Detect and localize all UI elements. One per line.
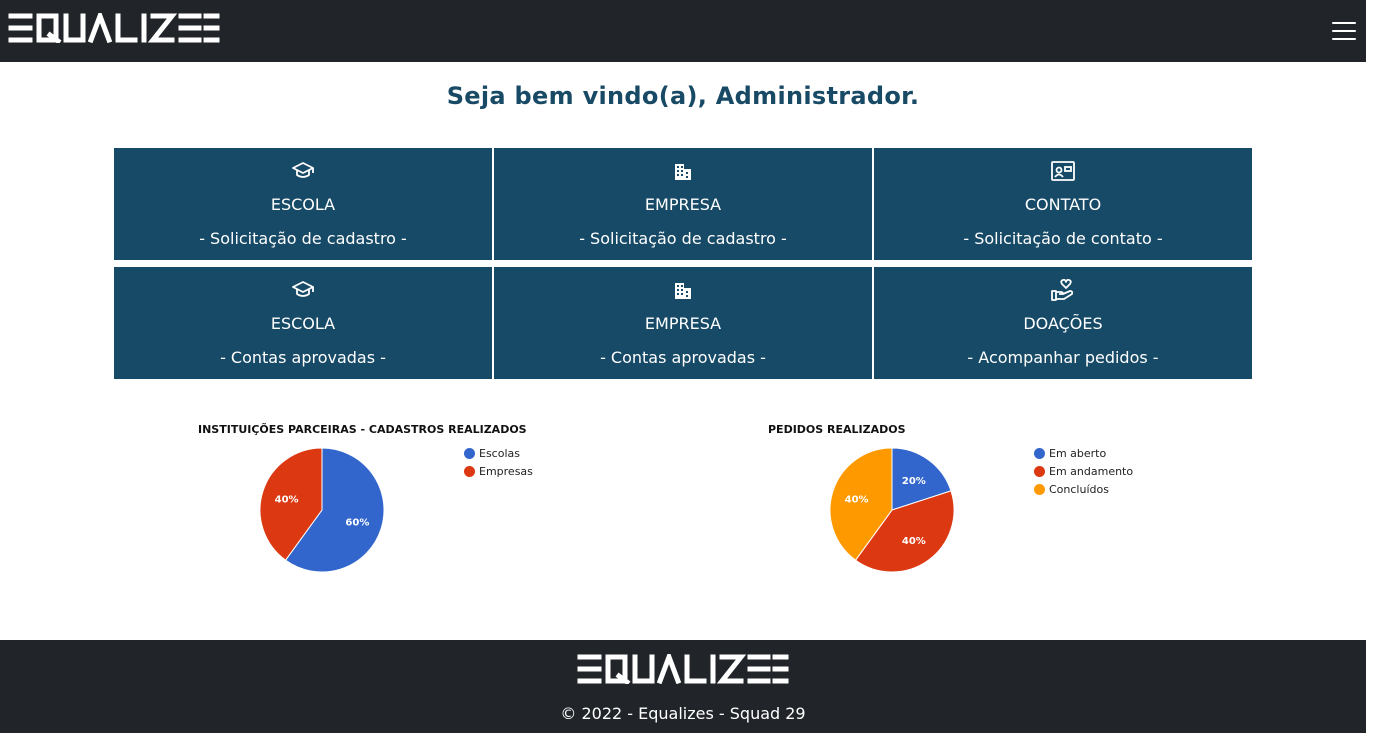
chart-title: INSTITUIÇÕES PARCEIRAS - CADASTROS REALI…: [198, 423, 527, 436]
pie-slice-label: 40%: [275, 495, 299, 506]
card-title: ESCOLA: [270, 314, 336, 333]
card-empresa-aprovadas[interactable]: EMPRESA - Contas aprovadas -: [494, 267, 872, 379]
admin-cards-grid: ESCOLA - Solicitação de cadastro - EMPRE…: [114, 148, 1252, 379]
legend-item[interactable]: Concluídos: [1034, 480, 1133, 498]
pie-slice-em-aberto[interactable]: [891, 447, 952, 511]
footer-logo: [577, 649, 789, 690]
hamburger-icon[interactable]: [1332, 22, 1356, 40]
legend-item[interactable]: Em aberto: [1034, 444, 1133, 462]
legend-item[interactable]: Empresas: [464, 462, 533, 480]
card-escola-aprovadas[interactable]: ESCOLA - Contas aprovadas -: [114, 267, 492, 379]
card-title: CONTATO: [1024, 195, 1102, 214]
hamburger-line: [1332, 30, 1356, 32]
hamburger-line: [1332, 38, 1356, 40]
card-subtitle: - Acompanhar pedidos -: [967, 348, 1159, 367]
pie-slice-label: 60%: [345, 517, 369, 528]
legend-swatch: [1034, 447, 1045, 459]
chart-legend: Escolas Empresas: [464, 444, 533, 480]
legend-swatch: [1034, 483, 1045, 495]
welcome-heading: Seja bem vindo(a), Administrador.: [446, 82, 920, 110]
pie-slice-escolas[interactable]: [284, 447, 385, 573]
building-icon: [673, 279, 693, 301]
legend-label: Em aberto: [1049, 446, 1107, 460]
card-title: EMPRESA: [644, 314, 722, 333]
card-escola-cadastro[interactable]: ESCOLA - Solicitação de cadastro -: [114, 148, 492, 260]
equalizes-logo: [577, 649, 789, 686]
legend-label: Escolas: [479, 446, 520, 460]
pie-slice-label: 40%: [902, 536, 926, 547]
top-navbar: [0, 0, 1366, 62]
legend-item[interactable]: Em andamento: [1034, 462, 1133, 480]
card-doacoes-pedidos[interactable]: DOAÇÕES - Acompanhar pedidos -: [874, 267, 1252, 379]
building-icon: [673, 160, 693, 182]
hand-heart-icon: [1051, 279, 1075, 301]
legend-label: Concluídos: [1049, 482, 1109, 496]
legend-item[interactable]: Escolas: [464, 444, 533, 462]
card-title: DOAÇÕES: [1023, 314, 1103, 333]
footer-copyright: © 2022 - Equalizes - Squad 29: [560, 704, 806, 723]
pie-slice-label: 40%: [845, 495, 869, 506]
card-contato-solicitacao[interactable]: CONTATO - Solicitação de contato -: [874, 148, 1252, 260]
card-title: EMPRESA: [644, 195, 722, 214]
legend-label: Em andamento: [1049, 464, 1134, 478]
graduation-cap-icon: [292, 160, 314, 182]
graduation-cap-icon: [292, 279, 314, 301]
equalizes-logo: [8, 8, 220, 45]
chart-legend: Em aberto Em andamento Concluídos: [1034, 444, 1133, 498]
card-empresa-cadastro[interactable]: EMPRESA - Solicitação de cadastro -: [494, 148, 872, 260]
card-subtitle: - Solicitação de cadastro -: [199, 229, 407, 248]
hamburger-line: [1332, 22, 1356, 24]
pie-slice-label: 20%: [902, 476, 926, 487]
legend-swatch: [464, 465, 475, 477]
legend-swatch: [464, 447, 475, 459]
chart-title: PEDIDOS REALIZADOS: [768, 423, 906, 436]
card-title: ESCOLA: [270, 195, 336, 214]
card-subtitle: - Contas aprovadas -: [220, 348, 386, 367]
brand-logo[interactable]: [8, 8, 220, 49]
card-subtitle: - Solicitação de contato -: [963, 229, 1163, 248]
legend-label: Empresas: [479, 464, 533, 478]
legend-swatch: [1034, 465, 1045, 477]
contact-card-icon: [1051, 160, 1075, 182]
pie-slice-concluídos[interactable]: [829, 447, 893, 561]
pie-chart-instituicoes: 60% 40%: [259, 447, 385, 573]
pie-slice-em-andamento[interactable]: [854, 490, 955, 573]
page-footer: © 2022 - Equalizes - Squad 29: [0, 640, 1366, 733]
card-subtitle: - Solicitação de cadastro -: [579, 229, 787, 248]
card-subtitle: - Contas aprovadas -: [600, 348, 766, 367]
pie-chart-pedidos: 20% 40% 40%: [829, 447, 955, 573]
pie-slice-empresas[interactable]: [259, 447, 323, 561]
